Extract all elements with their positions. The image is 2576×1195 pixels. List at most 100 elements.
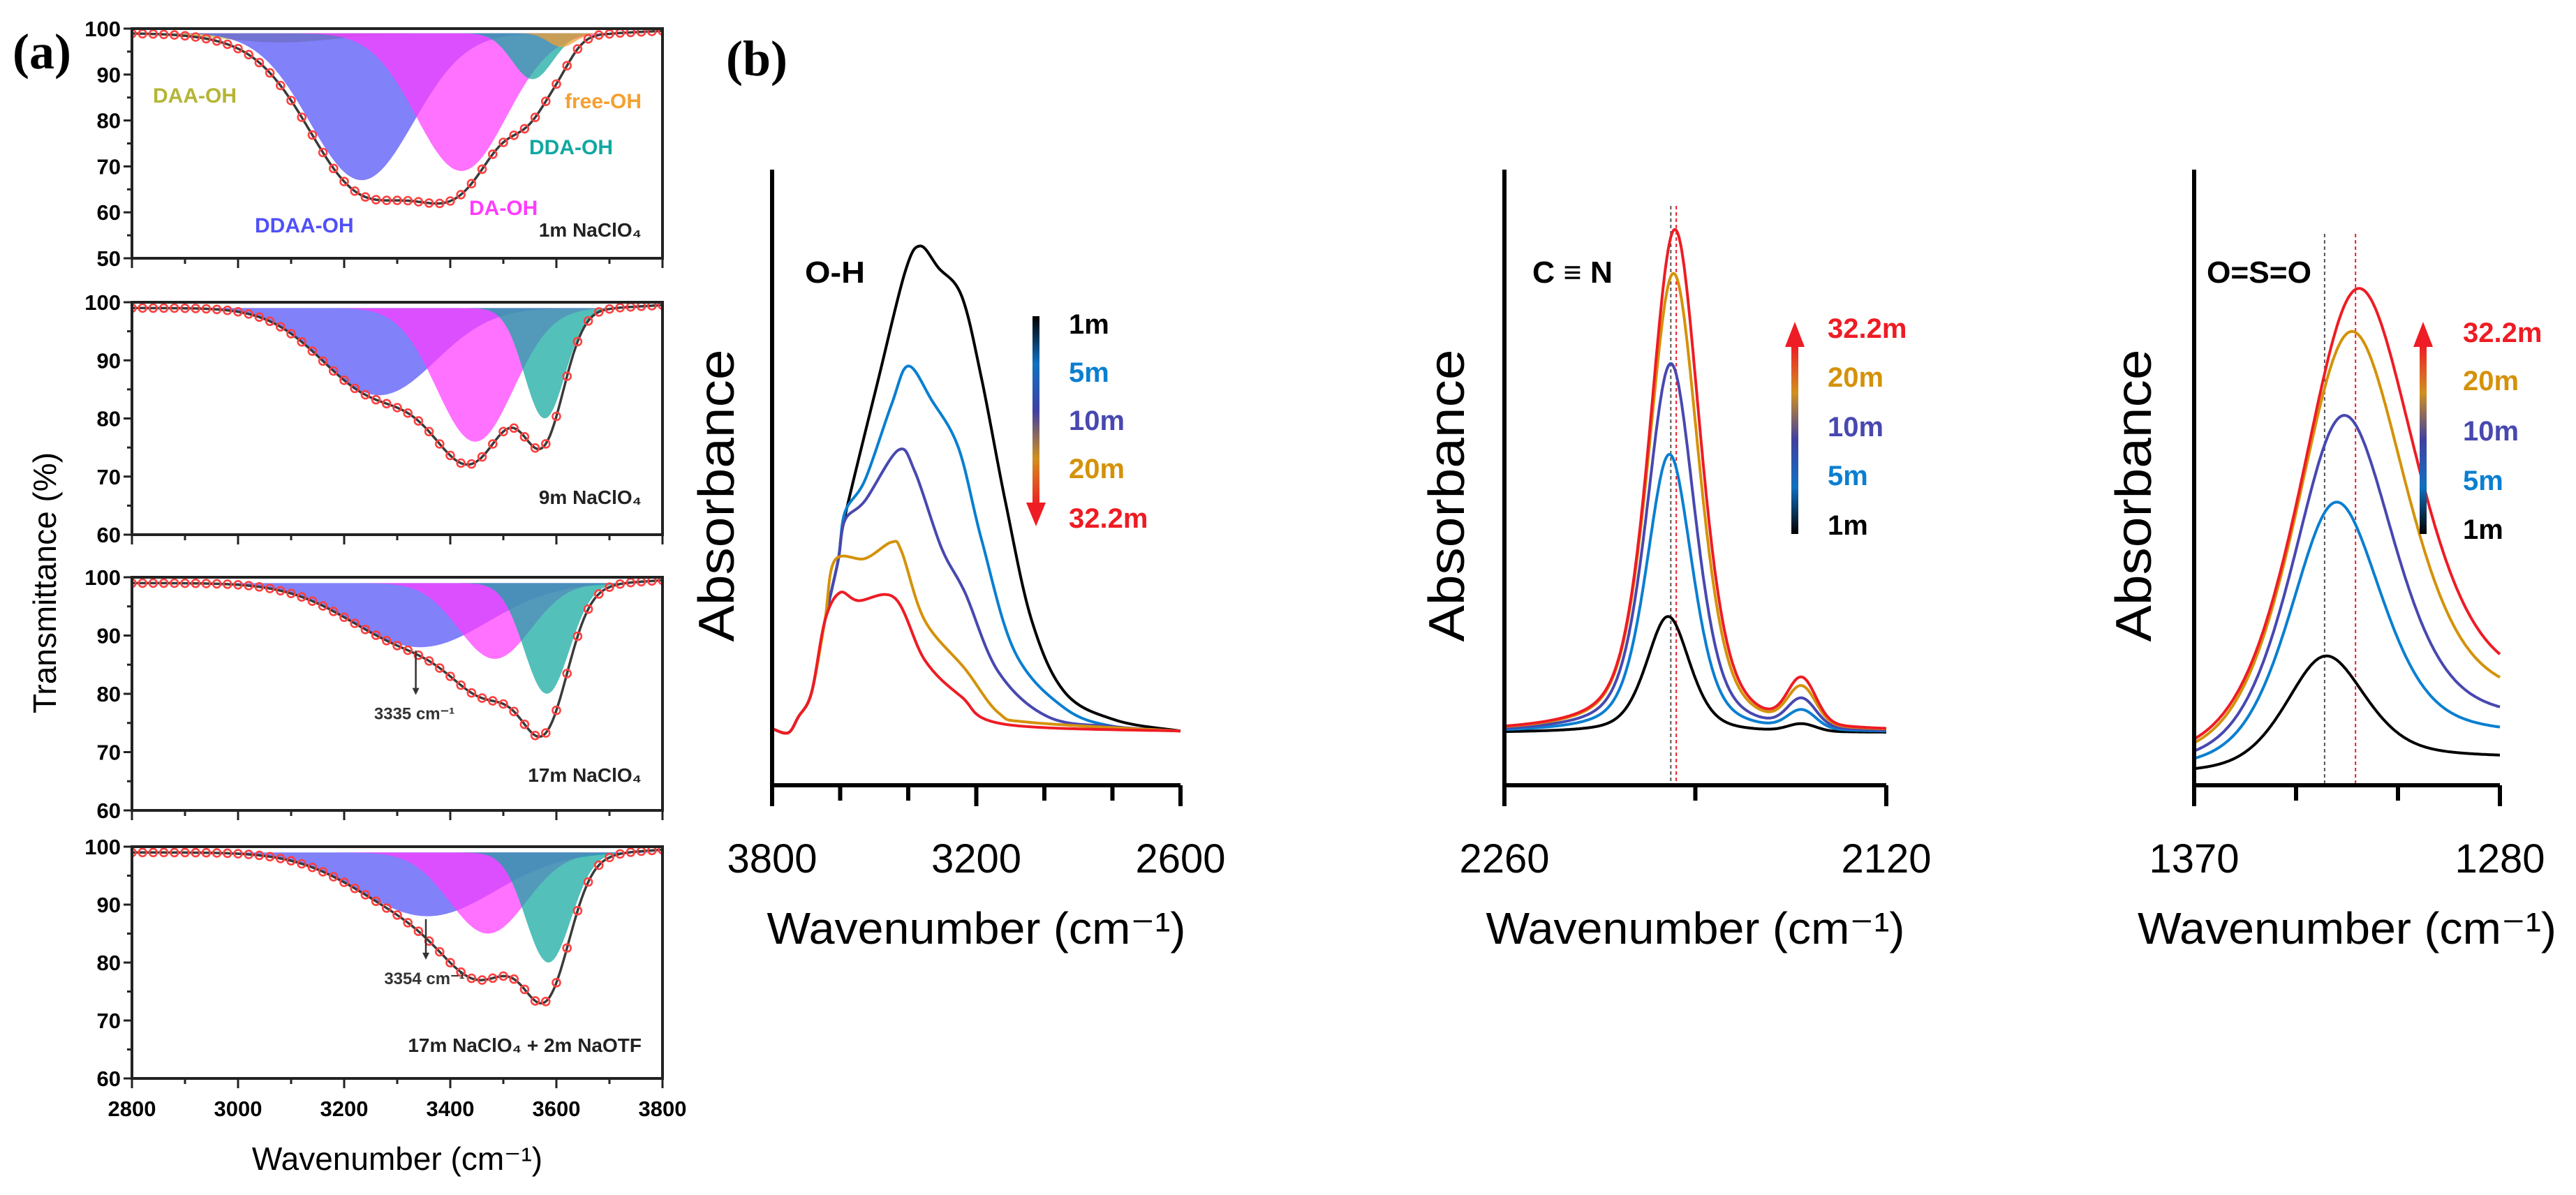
y-axis-label: Absorbance xyxy=(689,350,745,642)
subplot-a4: 60 70 80 90 100 2800 3000 3200 3400 3600 3800 17m N… xyxy=(84,835,686,1121)
legend-label: 10m xyxy=(1828,412,1883,443)
x-tick-label: 3400 xyxy=(427,1097,475,1121)
data-point-marker xyxy=(201,579,212,588)
data-point-marker xyxy=(434,947,445,957)
arrowhead-icon xyxy=(412,688,420,695)
data-point-marker xyxy=(498,426,508,437)
series-line-10m xyxy=(772,447,1181,735)
data-point-marker xyxy=(265,316,275,327)
y-tick-label: 60 xyxy=(97,523,121,547)
data-point-marker xyxy=(148,847,158,858)
data-point-marker xyxy=(456,190,466,200)
data-point-marker xyxy=(445,196,455,206)
x-tick-label: 2260 xyxy=(1459,836,1549,882)
plot-area xyxy=(132,29,662,209)
data-point-marker xyxy=(552,705,561,715)
data-point-marker xyxy=(413,416,424,426)
data-point-marker xyxy=(350,618,360,628)
data-point-marker xyxy=(328,607,339,616)
y-tick-label: 100 xyxy=(84,290,121,315)
legend-label: 20m xyxy=(2463,366,2519,396)
y-axis-label: Absorbance xyxy=(2106,350,2162,642)
data-point-marker xyxy=(434,198,445,209)
data-point-marker xyxy=(328,163,339,174)
data-point-marker xyxy=(318,601,328,611)
data-point-marker xyxy=(360,192,371,202)
data-point-marker xyxy=(170,578,179,588)
data-point-marker xyxy=(466,459,477,469)
data-point-marker xyxy=(286,856,296,866)
data-point-marker xyxy=(132,303,137,313)
legend-label: 5m xyxy=(2463,466,2503,496)
data-point-marker xyxy=(530,443,540,453)
data-point-marker xyxy=(572,44,583,54)
y-tick-label: 100 xyxy=(84,565,121,590)
series-line-1m xyxy=(1504,615,1886,734)
data-point-marker xyxy=(212,579,222,589)
data-point-marker xyxy=(180,578,190,588)
data-point-marker xyxy=(509,706,519,717)
gradient-bar xyxy=(2420,346,2427,534)
data-point-marker xyxy=(658,302,662,310)
subplot-title: 1m NaClO₄ xyxy=(539,219,642,241)
data-point-marker xyxy=(212,848,222,858)
data-point-marker xyxy=(552,411,561,422)
data-point-marker xyxy=(158,303,169,313)
data-point-marker xyxy=(350,383,360,394)
data-point-marker xyxy=(180,31,190,41)
data-point-marker xyxy=(647,847,657,856)
series-line-20m xyxy=(772,540,1181,735)
component-band-3 xyxy=(132,852,662,963)
data-point-marker xyxy=(605,852,614,863)
data-point-marker xyxy=(424,656,434,666)
data-point-marker xyxy=(498,138,508,147)
data-point-marker xyxy=(413,650,424,660)
data-point-marker xyxy=(466,973,477,984)
data-point-marker xyxy=(170,30,179,40)
data-point-marker xyxy=(392,403,402,413)
data-point-marker xyxy=(605,29,614,39)
data-point-marker xyxy=(286,96,296,105)
subplot-title: 17m NaClO₄ xyxy=(528,764,642,786)
data-point-marker xyxy=(413,926,424,936)
band-label: O-H xyxy=(805,255,865,290)
data-point-marker xyxy=(647,29,657,36)
series-line-5m xyxy=(1504,452,1886,733)
y-tick-label: 90 xyxy=(97,63,121,87)
data-point-marker xyxy=(148,578,158,588)
data-point-marker xyxy=(487,973,498,984)
y-tick-label: 80 xyxy=(97,109,121,133)
data-point-marker xyxy=(647,577,657,586)
data-point-marker xyxy=(201,847,212,858)
x-tick-label: 3200 xyxy=(320,1097,369,1121)
legend-label: 32.2m xyxy=(1069,503,1148,534)
data-point-marker xyxy=(572,336,583,347)
data-point-marker xyxy=(286,329,296,339)
data-point-marker xyxy=(445,450,455,461)
data-point-marker xyxy=(307,862,318,873)
data-point-marker xyxy=(307,596,318,607)
data-point-marker xyxy=(244,309,254,319)
component-label: DAA-OH xyxy=(153,84,237,107)
data-point-marker xyxy=(318,356,328,366)
data-point-marker xyxy=(297,592,307,602)
x-tick-label: 3600 xyxy=(533,1097,581,1121)
subplot-title: 9m NaClO₄ xyxy=(539,487,642,508)
data-point-marker xyxy=(191,847,201,858)
data-point-marker xyxy=(519,124,530,134)
gradient-bar xyxy=(1791,346,1798,534)
panel-b: 3800 3200 2600 Wavenumber (cm⁻¹) Absorbance O… xyxy=(689,170,2556,953)
data-point-marker xyxy=(254,312,265,322)
arrowhead-icon xyxy=(422,952,430,960)
panel-b-label: (b) xyxy=(726,31,787,87)
component-label: DA-OH xyxy=(469,197,538,220)
data-point-marker xyxy=(222,305,232,316)
y-tick-label: 90 xyxy=(97,893,121,917)
data-point-marker xyxy=(212,36,222,46)
data-point-marker xyxy=(658,29,662,36)
y-tick-label: 90 xyxy=(97,624,121,648)
data-point-marker xyxy=(350,884,360,893)
subplot-b3: 1370 1280 Wavenumber (cm⁻¹) Absorbance O=S=O… xyxy=(2106,170,2556,953)
data-point-marker xyxy=(477,975,487,985)
